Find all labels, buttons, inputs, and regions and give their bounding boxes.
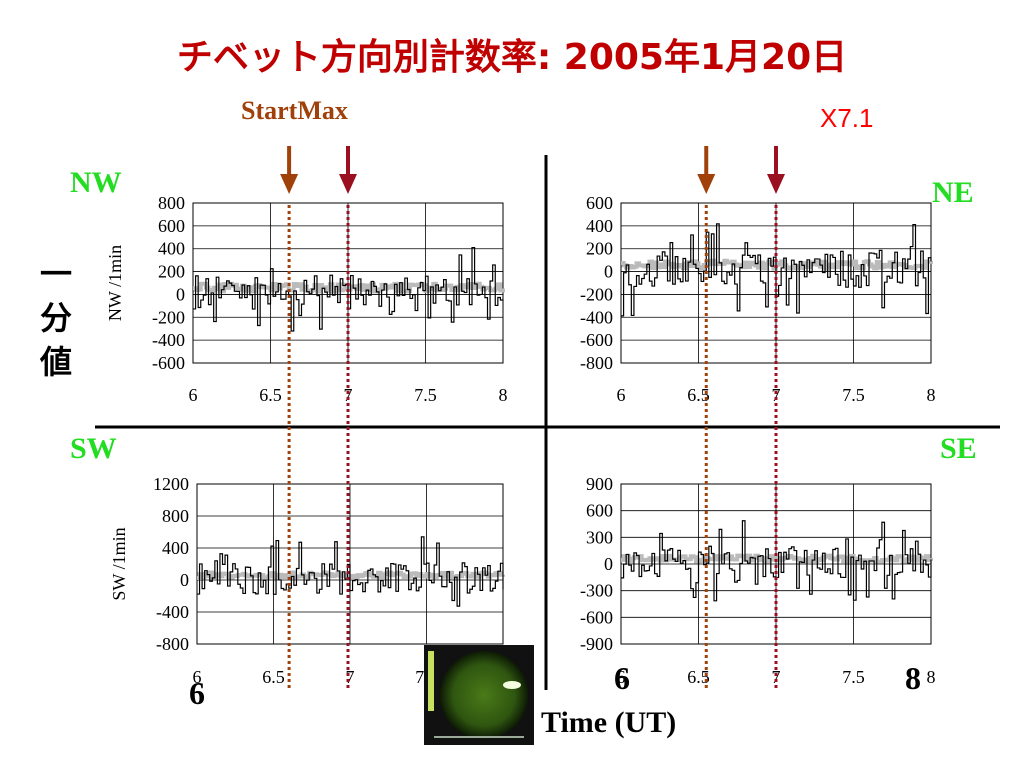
y-tick-label: -800 <box>580 353 613 373</box>
x-tick-label: 8 <box>927 667 936 687</box>
marker-arrow-head <box>280 174 299 194</box>
y-tick-label: -600 <box>580 607 613 627</box>
y-tick-label: -300 <box>580 581 613 601</box>
page-title: チベット方向別計数率: 2005年1月20日 <box>176 37 848 78</box>
marker-arrow-head <box>767 174 785 194</box>
x-tick-label: 7 <box>344 385 353 405</box>
bottom-right-start-tick: 6 <box>614 660 630 696</box>
y-tick-label: 0 <box>180 570 189 590</box>
x-tick-label: 6 <box>193 667 202 687</box>
y-tick-label: 300 <box>586 527 613 547</box>
x-tick-label: 7.5 <box>414 385 437 405</box>
start-max-label: StartMax <box>241 96 348 126</box>
y-tick-label: 1200 <box>153 474 189 494</box>
direction-label-ne: NE <box>932 176 974 209</box>
side-label-char: 値 <box>39 343 72 381</box>
y-tick-label: 600 <box>586 193 613 213</box>
x-tick-label: 7 <box>346 667 355 687</box>
x-tick-label: 6.5 <box>262 667 285 687</box>
y-tick-label: -400 <box>156 602 189 622</box>
x-tick-label: 8 <box>499 385 508 405</box>
bottom-left-tick: 6 <box>189 675 205 711</box>
start-label: Start <box>241 96 298 125</box>
y-tick-label: -800 <box>156 634 189 654</box>
y-tick-label: 0 <box>604 262 613 282</box>
x-tick-label: 6.5 <box>687 385 710 405</box>
marker-arrow-head <box>697 174 716 194</box>
x-tick-label: 7 <box>772 667 781 687</box>
y-axis-label: SW /1min <box>109 527 129 600</box>
y-tick-label: 600 <box>158 216 185 236</box>
direction-label-nw: NW <box>70 166 122 199</box>
direction-label-se: SE <box>940 432 977 465</box>
y-tick-label: -900 <box>580 634 613 654</box>
solar-image-thumbnail <box>424 645 534 745</box>
x-axis-label: Time (UT) <box>541 706 677 739</box>
y-tick-label: 400 <box>158 239 185 259</box>
x-tick-label: 7.5 <box>842 667 865 687</box>
y-tick-label: -400 <box>152 330 185 350</box>
side-label-char: 分 <box>39 299 72 337</box>
y-tick-label: 900 <box>586 474 613 494</box>
side-label-char: 一 <box>39 255 72 293</box>
bottom-right-end-tick: 8 <box>905 660 921 696</box>
y-tick-label: -400 <box>580 307 613 327</box>
one-minute-value-label: 一 分 値 <box>36 252 76 384</box>
flare-class-label: X7.1 <box>820 103 874 133</box>
y-tick-label: 0 <box>176 284 185 304</box>
y-tick-label: 0 <box>604 554 613 574</box>
y-tick-label: 800 <box>158 193 185 213</box>
y-tick-label: 400 <box>162 538 189 558</box>
x-tick-label: 6 <box>189 385 198 405</box>
marker-arrow-head <box>339 174 357 194</box>
x-tick-label: 6 <box>617 385 626 405</box>
y-tick-label: 600 <box>586 501 613 521</box>
marker-layer <box>280 146 785 690</box>
y-tick-label: 200 <box>158 262 185 282</box>
x-tick-label: 7.5 <box>842 385 865 405</box>
y-tick-label: -600 <box>580 330 613 350</box>
y-axis-label: NW /1min <box>105 245 125 321</box>
y-tick-label: 800 <box>162 506 189 526</box>
y-tick-label: -200 <box>580 284 613 304</box>
x-tick-label: 6.5 <box>687 667 710 687</box>
count-rate-trace <box>197 536 504 607</box>
x-tick-label: 6.5 <box>259 385 282 405</box>
x-tick-label: 8 <box>927 385 936 405</box>
direction-label-sw: SW <box>70 432 117 465</box>
y-tick-label: -600 <box>152 353 185 373</box>
x-tick-label: 6 <box>617 667 626 687</box>
y-tick-label: -200 <box>152 307 185 327</box>
max-label: Max <box>297 96 348 125</box>
y-tick-label: 400 <box>586 216 613 236</box>
x-tick-label: 7 <box>772 385 781 405</box>
y-tick-label: 200 <box>586 239 613 259</box>
